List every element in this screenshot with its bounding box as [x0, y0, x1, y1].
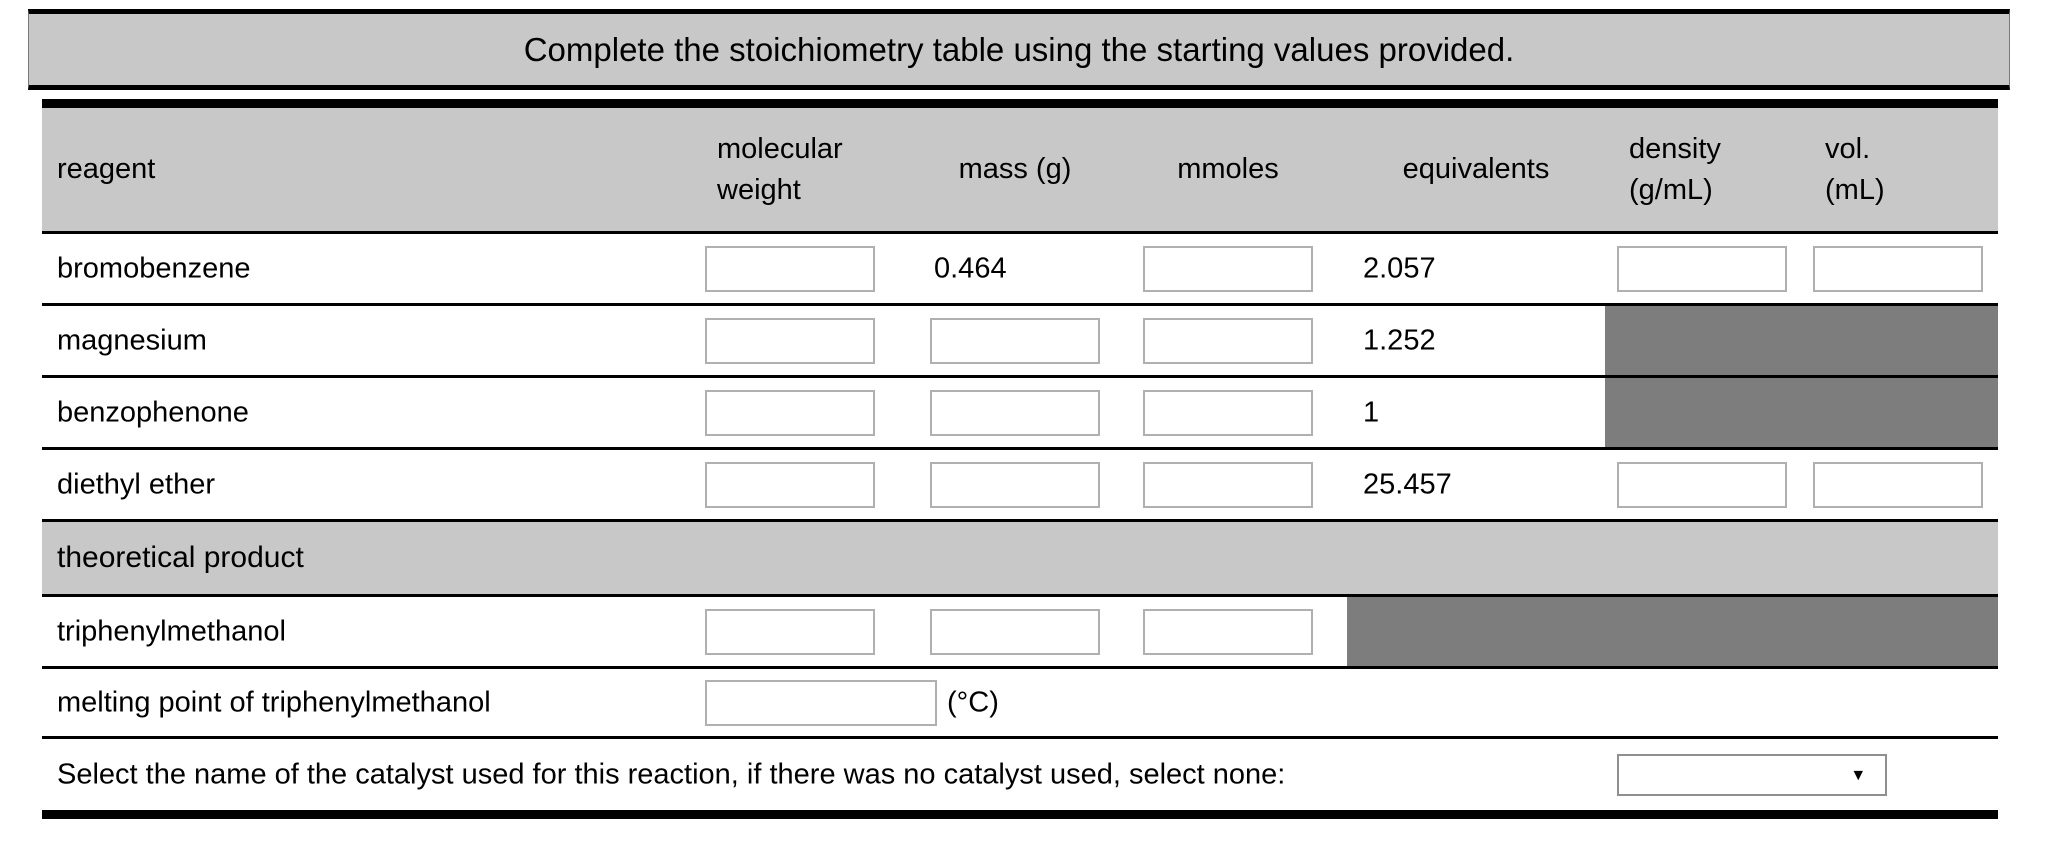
instruction-text: Complete the stoichiometry table using t… — [523, 30, 1515, 68]
col-header-reagent: reagent — [57, 153, 156, 186]
magnesium-mass-input[interactable] — [930, 317, 1100, 364]
triphenylmethanol-mmoles-input[interactable] — [1143, 608, 1313, 655]
stoichiometry-table: reagent molecular weight mass (g) mmoles… — [42, 99, 1998, 819]
reagent-row-diethyl-ether: diethyl ether 25.457 — [42, 450, 1998, 522]
melting-point-input[interactable] — [705, 679, 937, 726]
reagent-row-benzophenone: benzophenone 1 — [42, 378, 1998, 450]
col-header-mass: mass (g) — [958, 153, 1072, 186]
bromobenzene-equivalents-value: 2.057 — [1363, 252, 1436, 284]
bromobenzene-mass-value: 0.464 — [934, 252, 1007, 284]
diethyl-ether-density-input[interactable] — [1617, 461, 1787, 508]
disabled-cell — [1605, 378, 1998, 447]
diethyl-ether-equivalents-value: 25.457 — [1363, 468, 1452, 500]
instruction-banner: Complete the stoichiometry table using t… — [28, 9, 2010, 90]
benzophenone-equivalents-value: 1 — [1363, 396, 1380, 428]
col-header-equivalents: equivalents — [1402, 153, 1550, 186]
reagent-name: diethyl ether — [57, 468, 215, 500]
col-header-density: density (g/mL) — [1629, 133, 1721, 206]
triphenylmethanol-molecular-weight-input[interactable] — [705, 608, 875, 655]
col-header-molecular-weight: molecular weight — [717, 133, 843, 206]
disabled-cell — [1347, 597, 1998, 666]
reagent-name: magnesium — [57, 324, 207, 356]
bromobenzene-volume-input[interactable] — [1813, 245, 1983, 292]
diethyl-ether-molecular-weight-input[interactable] — [705, 461, 875, 508]
reagent-row-magnesium: magnesium 1.252 — [42, 306, 1998, 378]
reagent-name: bromobenzene — [57, 252, 251, 284]
table-header-row: reagent molecular weight mass (g) mmoles… — [42, 108, 1998, 234]
triphenylmethanol-mass-input[interactable] — [930, 608, 1100, 655]
diethyl-ether-mass-input[interactable] — [930, 461, 1100, 508]
melting-point-unit: (°C) — [947, 686, 999, 718]
diethyl-ether-volume-input[interactable] — [1813, 461, 1983, 508]
col-header-volume: vol. (mL) — [1825, 133, 1885, 206]
magnesium-mmoles-input[interactable] — [1143, 317, 1313, 364]
section-header-theoretical-product: theoretical product — [42, 522, 1998, 597]
bromobenzene-density-input[interactable] — [1617, 245, 1787, 292]
melting-point-row: melting point of triphenylmethanol (°C) — [42, 669, 1998, 739]
section-title: theoretical product — [57, 541, 304, 574]
reagent-name: benzophenone — [57, 396, 249, 428]
disabled-cell — [1605, 306, 1998, 375]
benzophenone-mmoles-input[interactable] — [1143, 389, 1313, 436]
catalyst-question-label: Select the name of the catalyst used for… — [57, 758, 1286, 790]
catalyst-row: Select the name of the catalyst used for… — [42, 739, 1998, 810]
bromobenzene-mmoles-input[interactable] — [1143, 245, 1313, 292]
bromobenzene-molecular-weight-input[interactable] — [705, 245, 875, 292]
magnesium-molecular-weight-input[interactable] — [705, 317, 875, 364]
benzophenone-molecular-weight-input[interactable] — [705, 389, 875, 436]
product-row-triphenylmethanol: triphenylmethanol — [42, 597, 1998, 669]
reagent-row-bromobenzene: bromobenzene 0.464 2.057 — [42, 234, 1998, 306]
magnesium-equivalents-value: 1.252 — [1363, 324, 1436, 356]
melting-point-label: melting point of triphenylmethanol — [57, 686, 491, 718]
product-name: triphenylmethanol — [57, 615, 286, 647]
catalyst-select[interactable]: ▾ — [1617, 753, 1887, 796]
diethyl-ether-mmoles-input[interactable] — [1143, 461, 1313, 508]
dropdown-arrow-icon: ▾ — [1853, 764, 1863, 785]
benzophenone-mass-input[interactable] — [930, 389, 1100, 436]
col-header-mmoles: mmoles — [1177, 153, 1279, 186]
